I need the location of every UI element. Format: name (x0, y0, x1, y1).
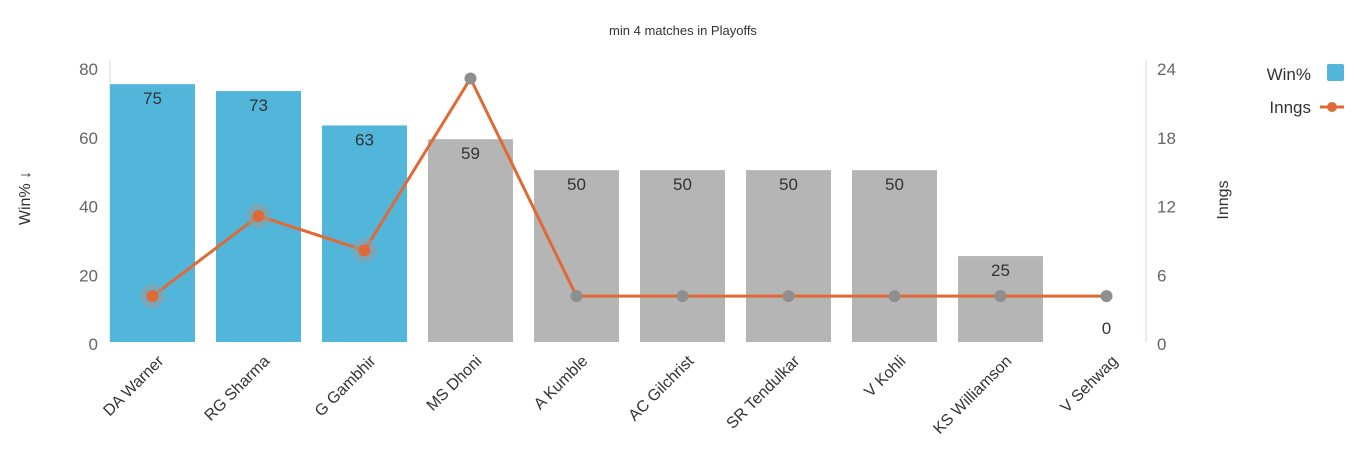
bar-ms-dhoni (428, 139, 513, 342)
inngs-marker (570, 290, 583, 303)
legend-label-inngs: Inngs (1269, 98, 1311, 117)
bar-data-label: 75 (143, 89, 162, 108)
line-series-inngs (140, 72, 1113, 309)
bar-g-gambhir (322, 125, 407, 342)
category-label: V Kohli (861, 353, 909, 401)
bar-data-label: 50 (567, 175, 586, 194)
category-label: V Sehwag (1058, 353, 1122, 417)
inngs-line-path (151, 76, 1107, 298)
legend-label-win-pct: Win% (1267, 65, 1311, 84)
category-label: DA Warner (100, 352, 167, 419)
category-label: AC Gilchrist (626, 352, 698, 424)
legend-swatch-inngs-marker (1327, 102, 1337, 112)
inngs-marker (676, 290, 689, 303)
bar-data-label: 73 (249, 96, 268, 115)
bar-series-win-pct (110, 84, 1043, 342)
left-axis-tick-label: 60 (79, 129, 98, 148)
right-y-axis: 0 6 12 18 24 (1145, 60, 1176, 354)
category-axis-labels: DA Warner RG Sharma G Gambhir MS Dhoni A Kum… (100, 352, 1121, 437)
inngs-marker (888, 290, 901, 303)
category-label: RG Sharma (202, 353, 274, 425)
right-axis-tick-label: 6 (1157, 266, 1166, 285)
left-axis-tick-label: 40 (79, 198, 98, 217)
chart-title: min 4 matches in Playoffs (609, 23, 757, 38)
category-label: A Kumble (531, 353, 592, 414)
right-axis-tick-label: 18 (1157, 129, 1176, 148)
inngs-marker (358, 244, 371, 257)
bar-data-label: 25 (991, 261, 1010, 280)
inngs-marker (782, 290, 795, 303)
inngs-marker (994, 290, 1007, 303)
bar-data-label: 50 (673, 175, 692, 194)
right-axis-tick-label: 0 (1157, 335, 1166, 354)
inngs-marker (1100, 290, 1113, 303)
category-label: SR Tendulkar (724, 352, 804, 432)
bar-data-label: 59 (461, 144, 480, 163)
category-label: MS Dhoni (424, 353, 486, 415)
bar-data-labels: 75 73 63 59 50 50 50 50 25 0 (143, 89, 1111, 338)
inngs-marker (146, 290, 159, 303)
bar-data-label: 63 (355, 130, 374, 149)
legend-swatch-win-pct[interactable] (1327, 64, 1344, 81)
right-axis-tick-label: 12 (1157, 198, 1176, 217)
inngs-marker (464, 72, 477, 85)
bar-data-label: 0 (1102, 319, 1111, 338)
right-axis-tick-label: 24 (1157, 60, 1176, 79)
inngs-marker (252, 209, 265, 222)
right-axis-label: Inngs (1215, 180, 1232, 219)
bar-data-label: 50 (779, 175, 798, 194)
bar-a-kumble (534, 170, 619, 342)
category-label: KS Williamson (930, 353, 1015, 438)
category-label: G Gambhir (312, 352, 380, 420)
bar-v-kohli (852, 170, 937, 342)
left-axis-label: Win% ↓ (17, 171, 34, 225)
bar-data-label: 50 (885, 175, 904, 194)
left-axis-tick-label: 80 (79, 60, 98, 79)
bar-ac-gilchrist (640, 170, 725, 342)
legend: Win% Inngs (1267, 64, 1344, 117)
left-axis-tick-label: 20 (79, 266, 98, 285)
left-y-axis: 0 20 40 60 80 (79, 60, 111, 354)
left-axis-tick-label: 0 (89, 335, 98, 354)
bar-sr-tendulkar (746, 170, 831, 342)
